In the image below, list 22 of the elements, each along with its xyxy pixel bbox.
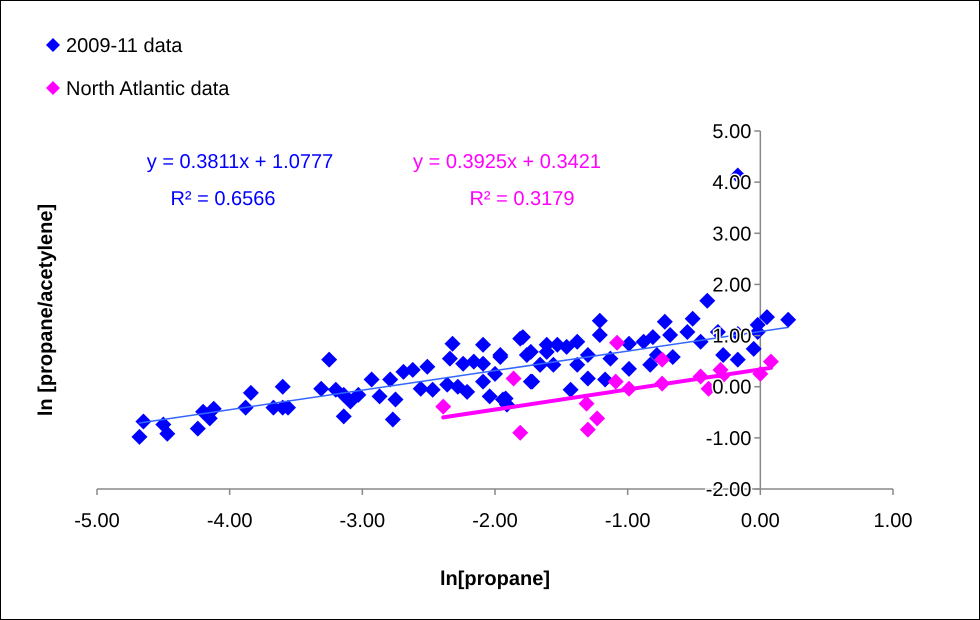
x-tick-label: -3.00: [340, 510, 386, 532]
y-tick-label: 3.00: [712, 223, 752, 246]
y-tick-label: 5.00: [712, 121, 752, 143]
y-tick-label: -2.00: [706, 479, 752, 501]
x-tick-label: 0.00: [740, 510, 780, 532]
y-tick-label: 2.00: [712, 274, 752, 296]
legend-label: North Atlantic data: [66, 78, 230, 100]
x-axis-title: ln[propane]: [440, 568, 550, 590]
y-tick-label: -1.00: [706, 428, 752, 450]
legend-label: 2009-11 data: [66, 35, 184, 57]
annotation: R² = 0.3179: [469, 188, 575, 210]
y-tick-label: 4.00: [712, 172, 752, 194]
y-axis-title: ln [propane/acetylene]: [35, 204, 57, 416]
x-tick-label: -2.00: [472, 510, 518, 532]
y-tick-label: 0.00: [712, 376, 752, 399]
x-tick-label: -5.00: [74, 510, 120, 532]
x-tick-label: 1.00: [874, 510, 912, 532]
annotation: y = 0.3925x + 0.3421: [413, 151, 601, 173]
annotation: R² = 0.6566: [170, 188, 276, 210]
x-tick-label: -4.00: [206, 510, 252, 532]
annotation: y = 0.3811x + 1.0777: [146, 151, 334, 173]
x-tick-label: -1.00: [604, 510, 650, 532]
